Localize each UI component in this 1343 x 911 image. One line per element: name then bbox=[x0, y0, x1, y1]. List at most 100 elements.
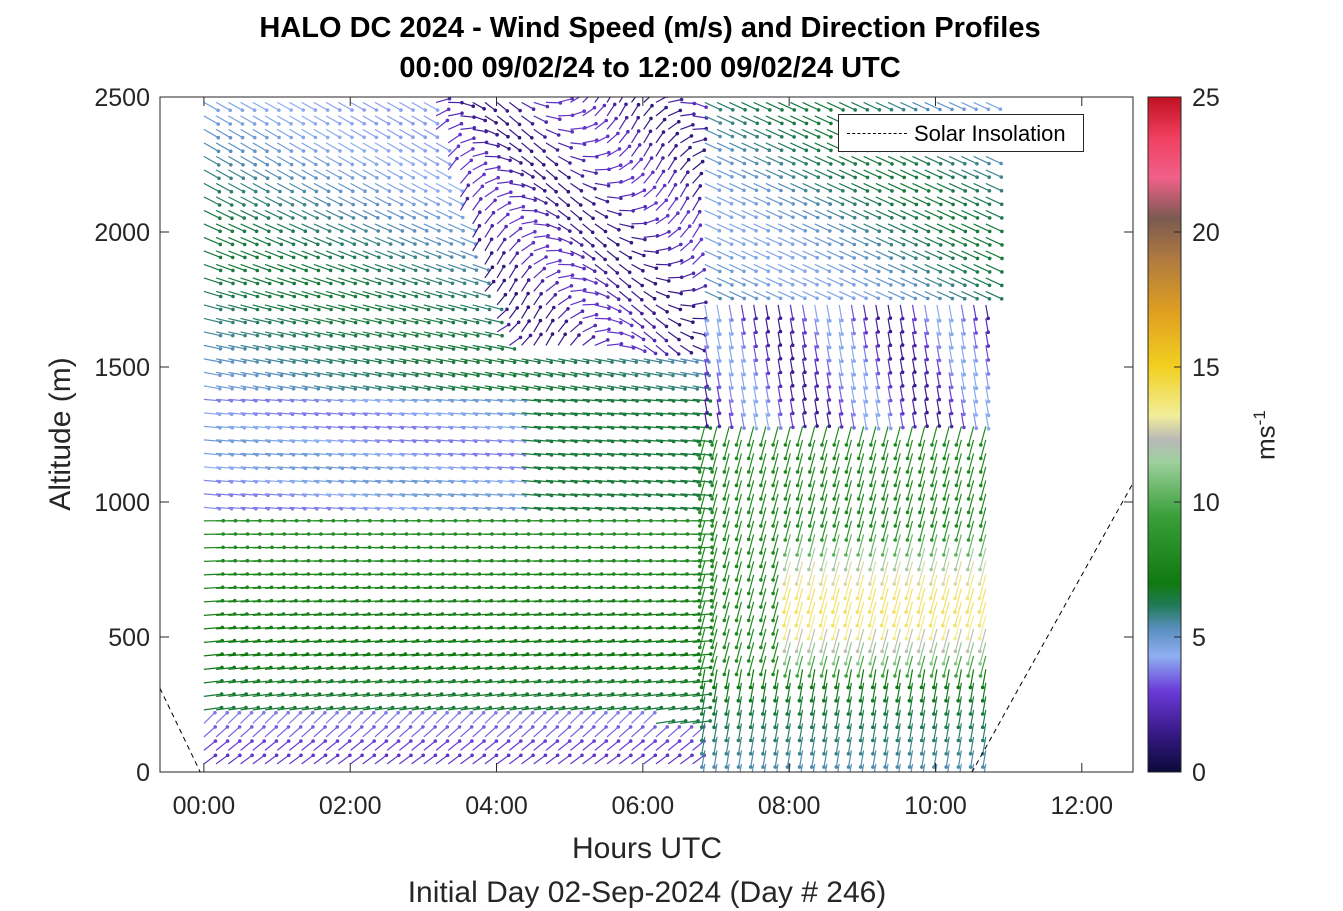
wind-arrow-head bbox=[580, 309, 585, 314]
wind-arrow-head bbox=[525, 387, 529, 391]
wind-arrow-head bbox=[513, 705, 517, 710]
wind-arrow bbox=[497, 479, 513, 483]
wind-arrow-head bbox=[267, 373, 272, 378]
wind-arrow bbox=[509, 640, 528, 643]
wind-arrow bbox=[252, 196, 269, 206]
wind-arrow bbox=[668, 586, 688, 589]
wind-arrow-head bbox=[783, 524, 788, 528]
wind-arrow bbox=[570, 740, 583, 751]
wind-arrow bbox=[386, 754, 400, 765]
wind-arrow-head bbox=[237, 725, 242, 729]
wind-arrow bbox=[423, 398, 441, 402]
wind-arrow bbox=[783, 601, 791, 626]
wind-arrow-head bbox=[527, 319, 531, 323]
wind-arrow bbox=[655, 640, 675, 643]
wind-arrow bbox=[411, 425, 428, 429]
wind-arrow bbox=[216, 371, 233, 376]
wind-arrow-head bbox=[778, 384, 783, 389]
wind-arrow bbox=[325, 101, 341, 111]
wind-arrow bbox=[692, 600, 712, 603]
wind-arrow bbox=[374, 706, 393, 711]
wind-arrow-head bbox=[791, 296, 795, 301]
wind-arrow-head bbox=[314, 189, 319, 194]
wind-arrow bbox=[631, 236, 645, 241]
wind-arrow bbox=[252, 740, 265, 751]
wind-arrow bbox=[631, 693, 650, 697]
wind-arrow-head bbox=[217, 189, 222, 194]
wind-arrow-head bbox=[710, 564, 714, 569]
wind-arrow-head bbox=[469, 725, 474, 729]
wind-arrow bbox=[216, 640, 235, 643]
wind-arrow bbox=[631, 425, 650, 429]
wind-arrow-head bbox=[255, 294, 260, 299]
wind-arrow bbox=[350, 115, 365, 125]
wind-arrow-head bbox=[254, 387, 259, 391]
wind-arrow bbox=[325, 115, 341, 125]
wind-arrow bbox=[435, 693, 454, 697]
wind-arrow bbox=[276, 101, 292, 111]
wind-arrow-head bbox=[795, 483, 800, 488]
wind-arrow bbox=[667, 726, 680, 738]
wind-arrow bbox=[521, 385, 540, 390]
wind-arrow-head bbox=[795, 538, 800, 542]
wind-arrow bbox=[484, 712, 497, 724]
wind-arrow-head bbox=[280, 320, 284, 325]
wind-arrow bbox=[289, 209, 306, 219]
wind-arrow-head bbox=[705, 371, 710, 376]
wind-arrow-head bbox=[218, 320, 223, 325]
wind-arrow-head bbox=[640, 298, 644, 302]
wind-arrow bbox=[289, 358, 307, 363]
wind-arrow-head bbox=[218, 281, 223, 286]
wind-arrow bbox=[277, 398, 293, 402]
wind-arrow bbox=[338, 277, 356, 284]
wind-arrow-head bbox=[352, 242, 357, 246]
wind-arrow bbox=[704, 182, 720, 191]
wind-arrow bbox=[789, 331, 794, 346]
wind-arrow bbox=[313, 726, 326, 738]
wind-arrow-head bbox=[591, 710, 596, 715]
wind-arrow-head bbox=[742, 242, 746, 246]
wind-arrow bbox=[484, 142, 499, 147]
wind-arrow-head bbox=[730, 425, 734, 430]
wind-arrow bbox=[398, 712, 411, 724]
wind-arrow bbox=[692, 706, 711, 711]
wind-arrow bbox=[313, 115, 328, 125]
wind-arrow bbox=[264, 182, 281, 193]
wind-arrow-head bbox=[502, 264, 506, 269]
wind-arrow-head bbox=[582, 266, 586, 271]
wind-arrow bbox=[399, 290, 417, 297]
wind-arrow-head bbox=[783, 538, 787, 542]
wind-arrow-head bbox=[766, 426, 771, 431]
wind-arrow-head bbox=[427, 334, 431, 338]
wind-arrow-head bbox=[746, 645, 751, 650]
wind-arrow-head bbox=[414, 320, 419, 325]
wind-arrow bbox=[313, 680, 332, 684]
wind-arrow-head bbox=[375, 202, 380, 207]
wind-arrow-head bbox=[730, 399, 734, 403]
wind-arrow bbox=[631, 586, 651, 589]
wind-arrow-head bbox=[543, 725, 547, 729]
wind-arrow bbox=[618, 726, 631, 738]
wind-arrow bbox=[289, 506, 305, 510]
wind-arrow-head bbox=[767, 121, 772, 126]
wind-arrow bbox=[276, 115, 292, 125]
wind-arrow bbox=[667, 740, 680, 751]
wind-arrow-head bbox=[792, 135, 796, 139]
wind-arrow bbox=[240, 182, 256, 193]
wind-arrow bbox=[386, 128, 402, 138]
wind-arrow bbox=[606, 358, 625, 363]
wind-arrow-head bbox=[717, 424, 722, 429]
wind-arrow-head bbox=[795, 443, 800, 447]
wind-arrow-head bbox=[525, 373, 529, 378]
wind-arrow bbox=[289, 466, 306, 469]
wind-arrow-head bbox=[710, 551, 714, 555]
wind-arrow bbox=[240, 466, 257, 469]
wind-arrow-head bbox=[742, 359, 746, 363]
wind-arrow-head bbox=[695, 387, 700, 391]
wind-arrow bbox=[631, 479, 650, 483]
wind-arrow-head bbox=[377, 255, 381, 260]
wind-arrow bbox=[545, 712, 558, 724]
wind-arrow-head bbox=[639, 157, 643, 162]
wind-arrow-head bbox=[502, 237, 507, 242]
wind-arrow-head bbox=[231, 294, 235, 299]
